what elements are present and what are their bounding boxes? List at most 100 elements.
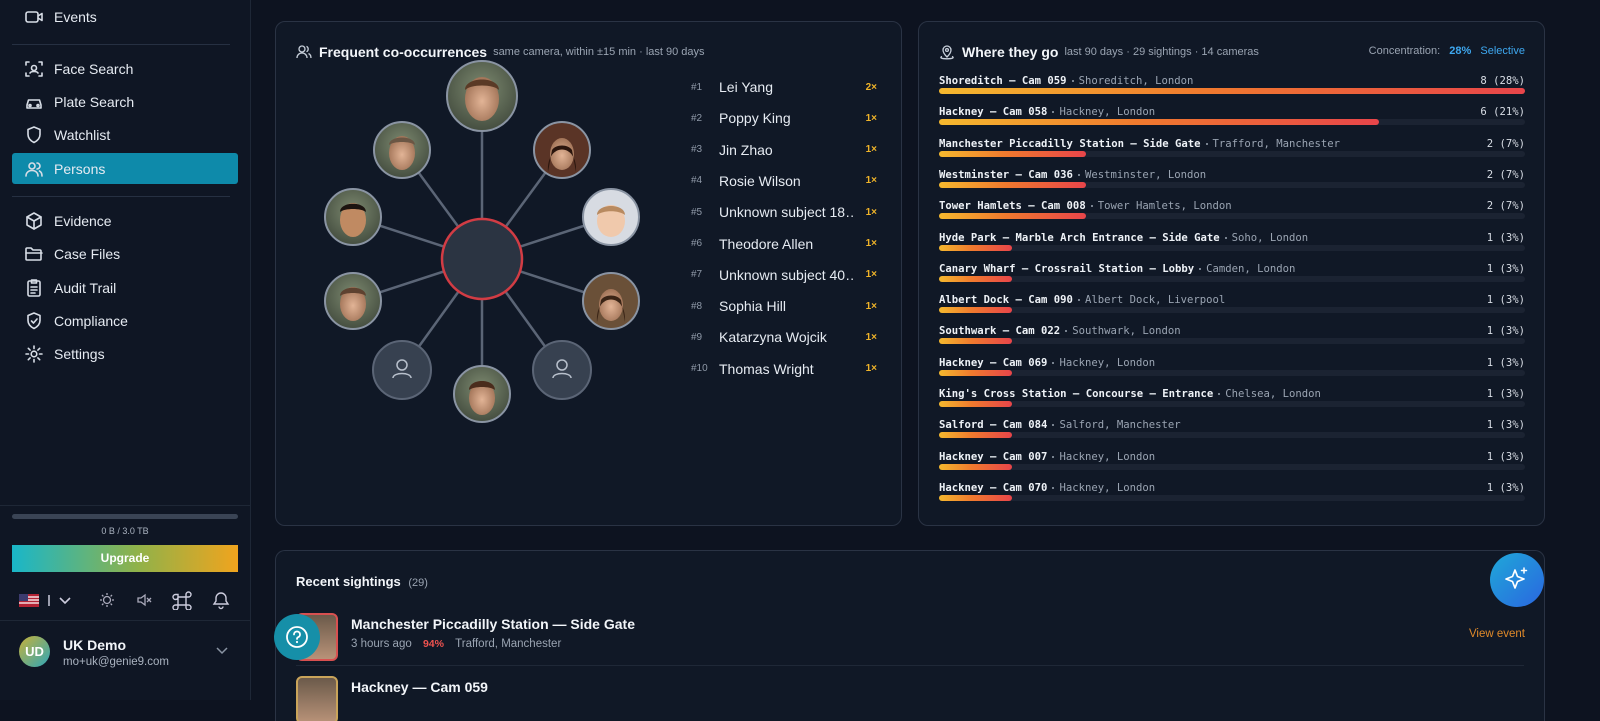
person-node[interactable] [373, 121, 431, 179]
concentration-value: 28% [1449, 45, 1472, 57]
location-row[interactable]: Hackney — Cam 007 Hackney, London 1 (3%) [939, 451, 1525, 479]
person-node[interactable] [324, 188, 382, 246]
assistant-button[interactable] [1489, 552, 1545, 608]
nav-item[interactable]: Case Files [12, 238, 238, 269]
sighting-count: 1 (3%) [1486, 481, 1525, 494]
divider [12, 196, 230, 197]
person-node[interactable] [533, 121, 591, 179]
sighting-count: 1 (3%) [1486, 356, 1525, 369]
command-icon[interactable] [172, 591, 192, 610]
camera-location: Salford, Manchester [1059, 419, 1181, 432]
co-count: 1× [865, 175, 877, 187]
help-button[interactable] [273, 613, 323, 663]
mute-icon[interactable] [137, 593, 152, 607]
location-row[interactable]: Westminster — Cam 036 Westminster, London… [939, 169, 1525, 197]
camera-name: Southwark — Cam 022 [939, 325, 1061, 338]
person-node[interactable] [582, 272, 640, 330]
camera-location: Tower Hamlets, London [1097, 200, 1232, 213]
divider [12, 44, 230, 45]
sighting-count: 1 (3%) [1486, 294, 1525, 307]
view-event-link[interactable]: View event [1468, 628, 1525, 640]
co-occurrence-row[interactable]: #7 Unknown subject 40… 1× [691, 263, 891, 287]
location-row[interactable]: Hackney — Cam 070 Hackney, London 1 (3%) [939, 482, 1525, 510]
location-row[interactable]: King's Cross Station — Concourse — Entra… [939, 388, 1525, 416]
camera-name: Westminster — Cam 036 [939, 168, 1073, 181]
bar-track [939, 275, 1525, 282]
location-row[interactable]: Southwark — Cam 022 Southwark, London 1 (3… [939, 325, 1525, 353]
location-row[interactable]: Albert Dock — Cam 090 Albert Dock, Liverp… [939, 294, 1525, 322]
co-occurrence-row[interactable]: #10 Thomas Wright 1× [691, 357, 891, 381]
location-row[interactable]: Hyde Park — Marble Arch Entrance — Side … [939, 232, 1525, 260]
camera-name: Manchester Piccadilly Station — Side Gat… [939, 137, 1201, 150]
user-menu-caret[interactable] [215, 646, 229, 656]
nav-item[interactable]: Compliance [12, 305, 238, 336]
location-row[interactable]: Tower Hamlets — Cam 008 Tower Hamlets, Lo… [939, 200, 1525, 228]
nav-item[interactable]: Audit Trail [12, 272, 238, 303]
camera-location: Hackney, London [1059, 356, 1156, 369]
nav-item[interactable]: Evidence [12, 205, 238, 236]
camera-name: Albert Dock — Cam 090 [939, 294, 1073, 307]
location-row[interactable]: Shoreditch — Cam 059 Shoreditch, London 8 … [939, 75, 1525, 103]
bar-track [939, 213, 1525, 220]
sighting-meta: 3 hours ago 94% Trafford, Manchester [351, 638, 561, 650]
nav-item[interactable]: Face Search [12, 53, 238, 84]
nav-icon [25, 161, 43, 177]
co-occurrence-row[interactable]: #8 Sophia Hill 1× [691, 294, 891, 318]
nav-label: Case Files [54, 245, 121, 262]
nav-item[interactable]: Settings [12, 338, 238, 369]
rank: #7 [691, 269, 703, 281]
sighting-camera[interactable]: Manchester Piccadilly Station — Side Gat… [351, 616, 635, 632]
co-occurrence-row[interactable]: #4 Rosie Wilson 1× [691, 169, 891, 193]
co-occurrence-row[interactable]: #5 Unknown subject 18… 1× [691, 200, 891, 224]
nav-item[interactable]: Watchlist [12, 119, 238, 150]
camera-name: Hyde Park — Marble Arch Entrance — Side … [939, 231, 1220, 244]
card-header: Where they go last 90 days · 29 sighting… [939, 44, 1259, 60]
person-node-placeholder[interactable] [532, 340, 592, 400]
person-node-placeholder[interactable] [372, 340, 432, 400]
recent-sightings-card: Recent sightings (29) Manchester Piccadi… [275, 550, 1545, 721]
location-row[interactable]: Canary Wharf — Crossrail Station — Lobby… [939, 263, 1525, 291]
concentration-label: Concentration: [1368, 45, 1441, 57]
camera-location: Hackney, London [1059, 106, 1156, 119]
location-row[interactable]: Manchester Piccadilly Station — Side Gat… [939, 138, 1525, 166]
person-node[interactable] [446, 60, 518, 132]
bar-track [939, 181, 1525, 188]
concentration-tag: Selective [1480, 45, 1525, 57]
location-row[interactable]: Hackney — Cam 058 Hackney, London 6 (21%) [939, 106, 1525, 134]
person-node[interactable] [453, 365, 511, 423]
divider [0, 505, 250, 506]
theme-icon[interactable] [100, 593, 114, 607]
co-occurrence-row[interactable]: #6 Theodore Allen 1× [691, 232, 891, 256]
nav-label: Events [54, 8, 97, 25]
user-avatar[interactable]: UD [19, 636, 50, 667]
person-node[interactable] [324, 272, 382, 330]
bar [939, 432, 1013, 439]
camera-location: Albert Dock, Liverpool [1084, 294, 1226, 307]
sighting-thumbnail[interactable] [296, 676, 338, 721]
sightings-count: (29) [408, 577, 428, 589]
divider [0, 620, 250, 621]
person-node[interactable] [582, 188, 640, 246]
nav-item[interactable]: Events [12, 1, 238, 32]
co-occurrence-row[interactable]: #1 Lei Yang 2× [691, 75, 891, 99]
co-occurrence-row[interactable]: #2 Poppy King 1× [691, 106, 891, 130]
location-row[interactable]: Hackney — Cam 069 Hackney, London 1 (3%) [939, 357, 1525, 385]
nav-item[interactable]: Persons [12, 153, 238, 184]
rank: #4 [691, 175, 703, 187]
nav-label: Evidence [54, 212, 112, 229]
rank: #8 [691, 300, 703, 312]
upgrade-button[interactable]: Upgrade [12, 545, 238, 572]
subject-node[interactable] [440, 217, 524, 301]
co-occurrence-row[interactable]: #3 Jin Zhao 1× [691, 138, 891, 162]
bar-track [939, 432, 1525, 439]
card-title: Where they go [962, 44, 1059, 60]
co-count: 2× [865, 81, 877, 93]
location-row[interactable]: Salford — Cam 084 Salford, Manchester 1 (3… [939, 419, 1525, 447]
sighting-camera[interactable]: Hackney — Cam 059 [351, 679, 488, 695]
nav-item[interactable]: Plate Search [12, 86, 238, 117]
co-occurrence-row[interactable]: #9 Katarzyna Wojcik 1× [691, 325, 891, 349]
separator-dot [1077, 173, 1080, 176]
bell-icon[interactable] [212, 592, 230, 610]
sighting-count: 2 (7%) [1486, 200, 1525, 213]
sighting-count: 2 (7%) [1486, 168, 1525, 181]
